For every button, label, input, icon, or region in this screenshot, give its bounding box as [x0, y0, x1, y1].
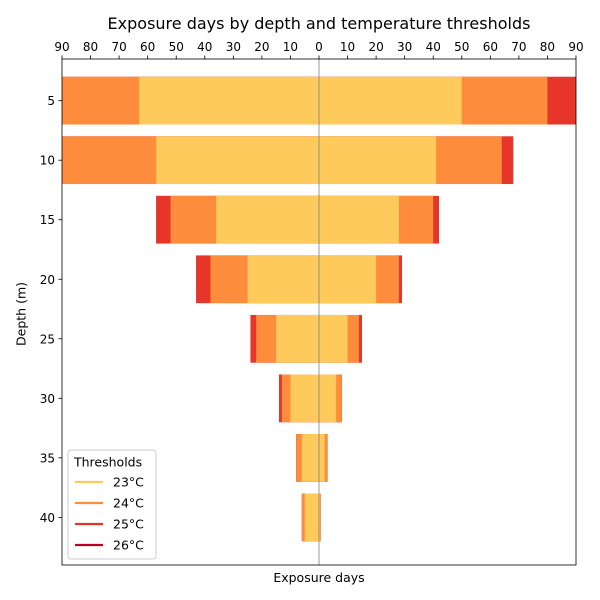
x-tick-label: 80 — [83, 40, 98, 54]
bar-left-23°C-30m — [290, 374, 319, 423]
bar-right-23°C-10m — [319, 136, 437, 185]
x-axis-label: Exposure days — [273, 570, 364, 585]
x-tick-label: 20 — [254, 40, 269, 54]
x-tick-label: 80 — [540, 40, 555, 54]
x-tick-label: 20 — [368, 40, 383, 54]
y-tick-label: 35 — [40, 451, 55, 465]
y-tick-label: 5 — [47, 94, 55, 108]
legend: Thresholds 23°C 24°C 25°C 26°C — [67, 449, 157, 560]
legend-label: 25°C — [113, 517, 144, 532]
bar-left-23°C-10m — [156, 136, 319, 185]
x-tick-label: 70 — [511, 40, 526, 54]
bar-left-23°C-40m — [304, 493, 319, 542]
y-tick-label: 10 — [40, 154, 55, 168]
bar-right-23°C-30m — [319, 374, 337, 423]
x-tick-label: 40 — [197, 40, 212, 54]
x-tick-label: 40 — [426, 40, 441, 54]
bar-left-23°C-35m — [301, 434, 319, 482]
legend-title: Thresholds — [73, 455, 142, 470]
bar-right-23°C-20m — [319, 255, 377, 304]
x-tick-label: 70 — [111, 40, 126, 54]
y-tick-label: 40 — [40, 511, 55, 525]
legend-label: 26°C — [113, 538, 144, 553]
x-tick-label: 30 — [226, 40, 241, 54]
bar-right-23°C-40m — [319, 493, 321, 542]
y-tick-label: 25 — [40, 332, 55, 346]
x-tick-label: 60 — [140, 40, 155, 54]
y-tick-label: 15 — [40, 213, 55, 227]
bar-left-23°C-20m — [247, 255, 319, 304]
plot-frame — [61, 58, 577, 566]
bar-right-23°C-15m — [319, 195, 399, 244]
bar-right-23°C-35m — [319, 434, 325, 482]
bar-right-23°C-5m — [319, 76, 462, 125]
chart-title: Exposure days by depth and temperature t… — [108, 14, 531, 33]
x-tick-label: 10 — [283, 40, 298, 54]
y-axis-ticks: 5 10 15 20 25 30 35 40 — [40, 94, 62, 525]
bars-group — [62, 76, 576, 542]
y-tick-label: 20 — [40, 273, 55, 287]
bar-left-23°C-15m — [216, 195, 319, 244]
legend-box — [67, 449, 157, 560]
bar-right-23°C-25m — [319, 314, 348, 363]
x-tick-label: 10 — [340, 40, 355, 54]
y-tick-label: 30 — [40, 392, 55, 406]
x-tick-label: 50 — [454, 40, 469, 54]
x-axis-ticks: 90 80 70 60 50 40 30 20 10 0 10 20 30 40 50 60 70 80 90 — [54, 40, 584, 59]
legend-label: 23°C — [113, 475, 144, 490]
x-tick-label: 90 — [54, 40, 69, 54]
x-tick-label: 30 — [397, 40, 412, 54]
x-tick-label: 0 — [315, 40, 323, 54]
y-axis-label: Depth (m) — [14, 282, 29, 346]
x-tick-label: 60 — [483, 40, 498, 54]
bar-left-23°C-5m — [139, 76, 319, 125]
legend-label: 24°C — [113, 496, 144, 511]
x-tick-label: 50 — [169, 40, 184, 54]
bar-left-23°C-25m — [276, 314, 319, 363]
x-tick-label: 90 — [568, 40, 583, 54]
